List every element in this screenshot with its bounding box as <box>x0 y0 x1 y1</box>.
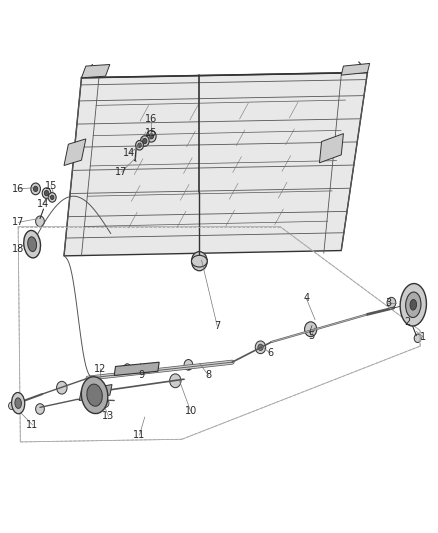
Polygon shape <box>319 134 343 163</box>
Polygon shape <box>114 362 159 375</box>
Circle shape <box>387 297 396 308</box>
Text: 11: 11 <box>26 420 39 430</box>
Polygon shape <box>64 72 367 256</box>
Ellipse shape <box>410 300 417 310</box>
Circle shape <box>147 131 156 142</box>
Polygon shape <box>341 63 370 75</box>
Text: 3: 3 <box>385 297 392 308</box>
Circle shape <box>149 134 153 139</box>
Circle shape <box>35 216 44 227</box>
Ellipse shape <box>11 392 25 414</box>
Circle shape <box>258 344 263 351</box>
Ellipse shape <box>191 255 207 267</box>
Text: 17: 17 <box>12 217 25 228</box>
Text: 18: 18 <box>12 245 24 254</box>
Text: 16: 16 <box>12 184 24 194</box>
Circle shape <box>170 374 181 387</box>
Text: 14: 14 <box>37 199 49 209</box>
Text: 15: 15 <box>145 127 158 138</box>
Text: 4: 4 <box>303 293 309 303</box>
Circle shape <box>31 183 40 195</box>
Ellipse shape <box>87 384 102 406</box>
Circle shape <box>33 186 38 191</box>
Ellipse shape <box>81 377 108 414</box>
Circle shape <box>57 381 67 394</box>
Text: 13: 13 <box>102 411 115 422</box>
Text: 17: 17 <box>116 167 128 177</box>
Circle shape <box>42 188 51 198</box>
Ellipse shape <box>24 230 41 258</box>
Circle shape <box>44 190 49 196</box>
Text: 7: 7 <box>214 321 220 331</box>
Circle shape <box>136 141 144 150</box>
Text: 16: 16 <box>145 114 157 124</box>
Circle shape <box>9 402 14 409</box>
Polygon shape <box>81 64 110 78</box>
Text: 2: 2 <box>404 317 411 327</box>
Circle shape <box>143 139 147 144</box>
Polygon shape <box>79 384 112 400</box>
Circle shape <box>124 364 131 372</box>
Text: 5: 5 <box>308 330 314 341</box>
Ellipse shape <box>28 237 36 252</box>
Text: 1: 1 <box>420 332 426 342</box>
Circle shape <box>191 252 207 271</box>
Text: 11: 11 <box>134 430 146 440</box>
Circle shape <box>138 143 141 148</box>
Circle shape <box>414 334 421 343</box>
Circle shape <box>48 192 56 202</box>
Circle shape <box>141 136 149 147</box>
Text: 12: 12 <box>94 364 106 374</box>
Circle shape <box>35 403 44 414</box>
Text: 14: 14 <box>124 148 136 158</box>
Ellipse shape <box>15 398 21 408</box>
Circle shape <box>50 195 54 199</box>
Text: 6: 6 <box>267 348 273 358</box>
Circle shape <box>184 360 193 370</box>
Circle shape <box>255 341 266 354</box>
Text: 9: 9 <box>138 370 145 380</box>
Ellipse shape <box>400 284 427 326</box>
Text: 15: 15 <box>45 181 57 191</box>
Circle shape <box>304 322 317 337</box>
Text: 8: 8 <box>205 370 212 381</box>
Polygon shape <box>64 139 86 165</box>
Text: 10: 10 <box>184 406 197 416</box>
Circle shape <box>102 399 109 407</box>
Ellipse shape <box>406 292 421 318</box>
